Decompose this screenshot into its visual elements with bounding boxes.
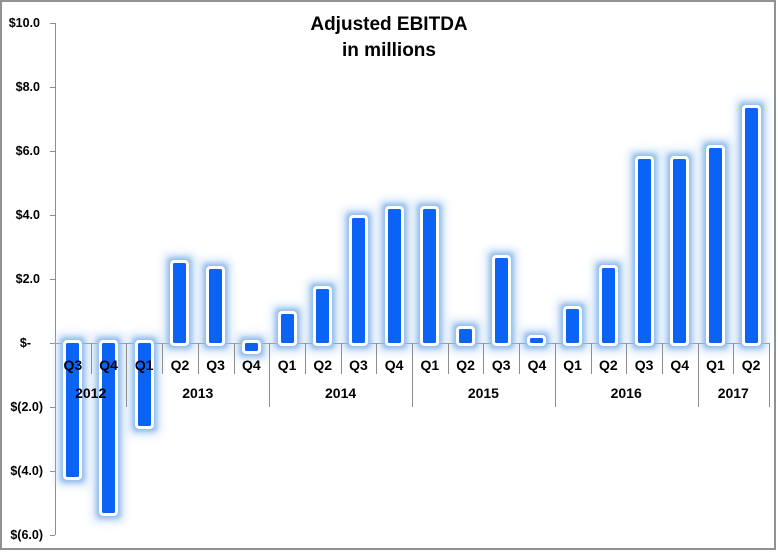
quarter-separator [661,343,663,374]
bar-q1-2017 [708,147,722,343]
x-axis-year-label: 2014 [325,385,357,401]
x-axis-year-label: 2016 [610,385,642,401]
x-axis-quarter-label: Q3 [634,357,654,373]
x-axis-quarter-label: Q3 [491,357,511,373]
bar-q4-2015 [530,338,544,343]
y-axis-tick-label: $8.0 [15,80,40,94]
year-separator [269,343,271,407]
y-axis-tick [50,215,55,216]
x-axis-quarter-label: Q2 [741,357,761,373]
y-axis-tick [50,471,55,472]
bar-q2-2015 [459,328,473,343]
quarter-separator [483,343,485,374]
y-axis-tick [50,23,55,24]
bar-q3-2015 [494,258,508,343]
x-axis-quarter-label: Q1 [563,357,582,373]
y-axis-tick-label: $(6.0) [10,528,43,542]
x-axis-quarter-label: Q2 [456,357,475,373]
quarter-separator [197,343,199,374]
quarter-separator [626,343,628,374]
bar-q4-2013 [244,343,258,351]
y-axis-tick [50,535,55,536]
bar-q2-2017 [744,107,758,343]
chart-title: Adjusted EBITDA in millions [0,12,778,64]
bar-q1-2015 [423,208,437,343]
x-axis-quarter-label: Q2 [599,357,618,373]
bar-q3-2013 [209,269,223,343]
x-axis-quarter-label: Q4 [99,357,118,373]
quarter-separator [733,343,735,374]
x-axis-year-label: 2012 [75,385,107,401]
y-axis-tick-label: $4.0 [15,208,40,222]
bar-q1-2013 [137,343,151,427]
x-axis-quarter-label: Q4 [527,357,547,373]
x-axis-quarter-label: Q1 [420,357,440,373]
y-axis-tick [50,343,55,344]
quarter-separator [447,343,449,374]
quarter-separator [376,343,378,374]
x-axis-quarter-label: Q4 [384,357,404,373]
x-axis-quarter-label: Q1 [706,357,725,373]
y-axis-tick-label: $- [19,336,31,350]
x-axis-quarter-label: Q1 [277,357,297,373]
x-axis-year-label: 2013 [182,385,214,401]
y-axis-tick-label: $(4.0) [10,464,43,478]
bar-q4-2014 [387,208,401,343]
x-axis-quarter-label: Q1 [134,357,154,373]
x-axis-year-label: 2015 [467,385,499,401]
y-axis-tick-label: $6.0 [15,144,40,158]
quarter-separator [590,343,592,374]
quarter-separator [519,343,521,374]
y-axis-tick-label: $2.0 [15,272,40,286]
x-axis-quarter-label: Q3 [206,357,225,373]
x-axis-quarter-label: Q3 [63,357,83,373]
bar-q4-2016 [673,159,687,343]
bar-q3-2012 [66,343,80,478]
quarter-separator [340,343,342,374]
year-separator [126,343,128,407]
bar-q3-2014 [351,218,365,343]
year-separator [697,343,699,407]
x-axis-quarter-label: Q3 [349,357,368,373]
bar-q2-2016 [601,267,615,343]
y-axis-tick [50,279,55,280]
year-separator [769,343,770,407]
bar-q2-2013 [173,263,187,343]
y-axis-tick-label: $10.0 [8,16,40,30]
x-axis-quarter-label: Q2 [170,357,190,373]
quarter-separator [162,343,164,374]
y-axis-tick-label: $(2.0) [10,400,43,414]
bar-q1-2014 [280,314,294,343]
x-axis-year-label: 2017 [717,385,749,401]
y-axis-tick [50,151,55,152]
quarter-separator [233,343,235,374]
bar-q2-2014 [316,288,330,343]
x-axis-quarter-label: Q4 [670,357,690,373]
year-separator [412,343,413,407]
chart-title-line1: Adjusted EBITDA [310,14,468,35]
x-axis-quarter-label: Q4 [242,357,261,373]
bar-q1-2016 [566,309,580,343]
y-axis-tick [50,407,55,408]
bar-q4-2012 [102,343,116,513]
quarter-separator [90,343,92,374]
chart-title-line2: in millions [342,40,436,61]
y-axis-line [55,23,56,535]
bar-q3-2016 [637,159,651,343]
x-axis-quarter-label: Q2 [313,357,333,373]
y-axis-tick [50,87,55,88]
quarter-separator [304,343,306,374]
year-separator [554,343,556,407]
